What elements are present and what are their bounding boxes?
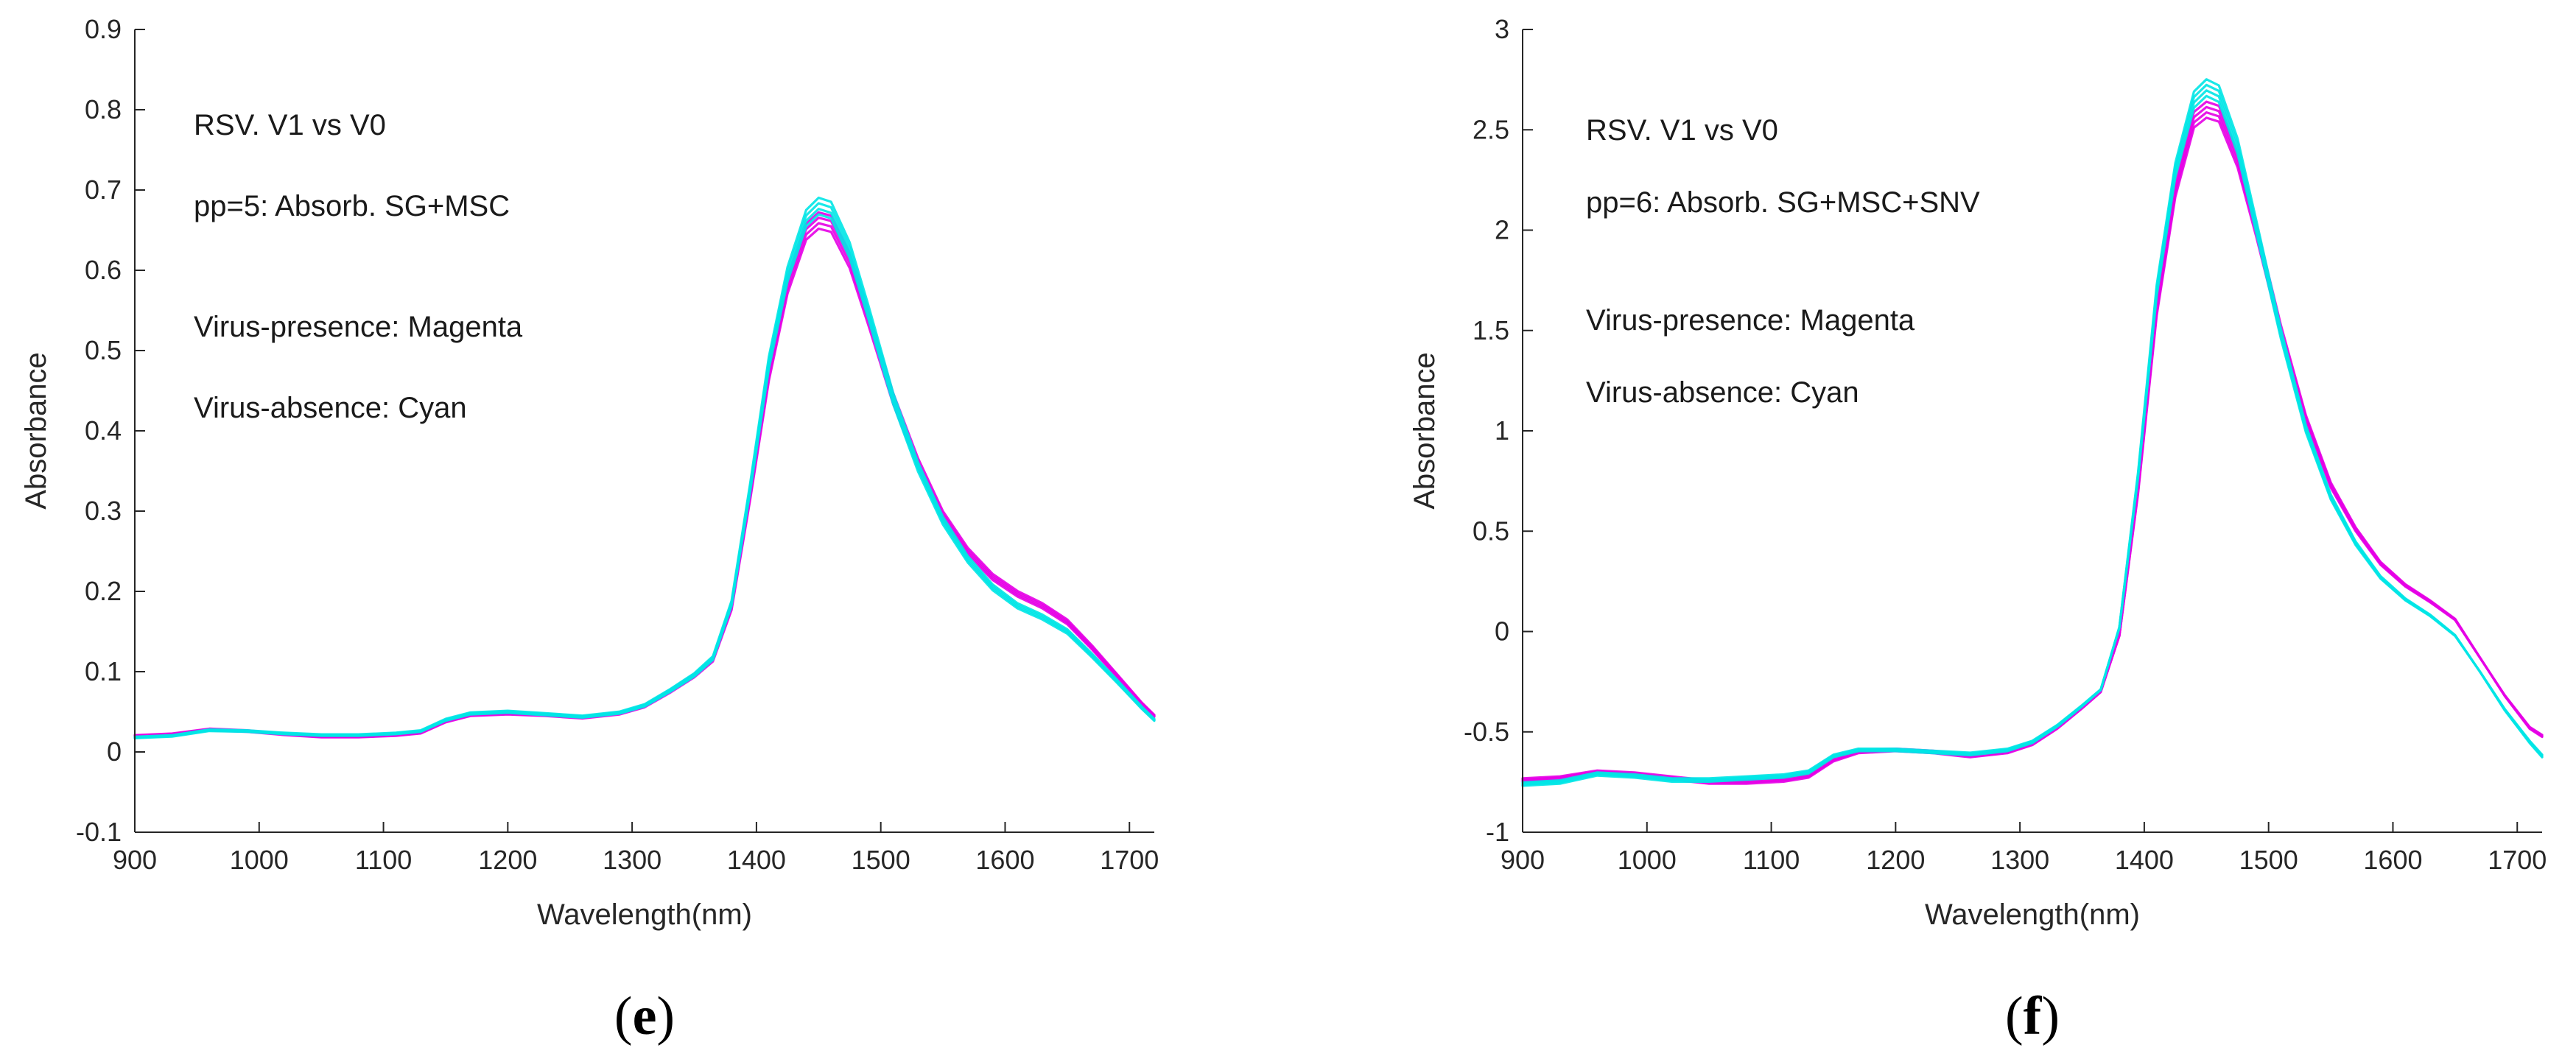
x-axis-label: Wavelength(nm) (537, 898, 752, 931)
panel-label-open: ( (614, 986, 633, 1047)
x-tick-label: 900 (1501, 845, 1545, 875)
axes-lines (1522, 29, 2542, 833)
x-tick-label: 900 (113, 845, 157, 875)
series-line-virus-absence (133, 196, 1156, 739)
series-line-virus-presence (133, 211, 1156, 737)
y-tick-label: 0.5 (85, 335, 122, 365)
x-tick-label: 1500 (2239, 845, 2298, 875)
x-tick-labels: 900 1000 1100 1200 1300 1400 1500 1600 1700 (1501, 845, 2547, 875)
y-tick-labels: -1 -0.5 0 0.5 1 1.5 2 2.5 3 (1464, 14, 1509, 847)
y-tick-labels: -0.1 0 0.1 0.2 0.3 0.4 0.5 0.6 0.7 0.8 0.9 (76, 14, 122, 847)
x-tick-label: 1000 (1618, 845, 1677, 875)
y-axis-label: Absorbance (20, 352, 52, 509)
panel-label-f: (f) (2005, 986, 2060, 1047)
y-tick-label: 2 (1495, 215, 1509, 245)
x-tick-label: 1200 (1866, 845, 1925, 875)
x-tick-labels: 900 1000 1100 1200 1300 1400 1500 1600 1700 (113, 845, 1159, 875)
y-tick-label: 2.5 (1473, 114, 1509, 144)
chart-panel-f: -1 -0.5 0 0.5 1 1.5 2 2.5 3 900 1000 1100 1200 1300 1… (1408, 14, 2547, 1047)
annotation-virus-absence: Virus-absence: Cyan (194, 392, 467, 424)
series-line-virus-presence (133, 222, 1156, 739)
x-tick-label: 1100 (355, 845, 412, 875)
x-tick-label: 1000 (230, 845, 289, 875)
x-tick-label: 1400 (2115, 845, 2174, 875)
series-line-virus-presence (133, 217, 1156, 738)
y-tick-label: 1.5 (1473, 315, 1509, 345)
y-tick-label: 0.1 (85, 656, 122, 686)
y-tick-label: 0.4 (85, 415, 122, 446)
x-tick-label: 1200 (478, 845, 537, 875)
series-group (133, 196, 1156, 739)
y-tick-label: 0.6 (85, 255, 122, 285)
series-line-virus-presence (133, 227, 1156, 739)
y-tick-label: 0.2 (85, 576, 122, 606)
x-tick-label: 1400 (727, 845, 786, 875)
panel-label-close: ) (2041, 986, 2060, 1047)
y-tick-label: 3 (1495, 14, 1509, 44)
series-line-virus-absence (133, 213, 1156, 739)
x-tick-label: 1700 (1100, 845, 1159, 875)
annotation-preprocessing: pp=6: Absorb. SG+MSC+SNV (1586, 186, 1980, 219)
x-tick-label: 1100 (1743, 845, 1800, 875)
annotation-virus-presence: Virus-presence: Magenta (194, 311, 523, 343)
panel-label-open: ( (2005, 986, 2024, 1047)
y-tick-label: 0.7 (85, 175, 122, 205)
y-tick-label: 0 (107, 736, 122, 767)
axis-ticks (1522, 29, 2519, 833)
y-tick-label: 0.8 (85, 94, 122, 124)
x-tick-label: 1600 (975, 845, 1034, 875)
x-axis-label: Wavelength(nm) (1925, 898, 2140, 931)
annotation-title: RSV. V1 vs V0 (1586, 114, 1778, 147)
x-tick-label: 1700 (2488, 845, 2547, 875)
axes-lines (134, 29, 1154, 833)
y-tick-label: -1 (1486, 817, 1509, 847)
y-tick-label: 0.5 (1473, 516, 1509, 546)
panel-label-close: ) (656, 986, 675, 1047)
x-tick-label: 1300 (1990, 845, 2049, 875)
panel-label-e: (e) (614, 986, 675, 1047)
y-tick-label: 0.9 (85, 14, 122, 44)
x-tick-label: 1300 (603, 845, 661, 875)
y-tick-label: 1 (1495, 415, 1509, 446)
y-tick-label: 0 (1495, 616, 1509, 647)
chart-panel-e: -0.1 0 0.1 0.2 0.3 0.4 0.5 0.6 0.7 0.8 0.9 900 1000… (20, 14, 1159, 1047)
y-tick-label: 0.3 (85, 496, 122, 526)
annotation-title: RSV. V1 vs V0 (194, 109, 386, 141)
series-line-virus-absence (133, 202, 1156, 739)
y-tick-label: -0.5 (1464, 717, 1509, 747)
series-line-virus-absence (1521, 78, 2544, 787)
x-tick-label: 1500 (852, 845, 910, 875)
series-group (1521, 78, 2544, 787)
annotation-preprocessing: pp=5: Absorb. SG+MSC (194, 190, 510, 222)
annotation-virus-absence: Virus-absence: Cyan (1586, 376, 1859, 409)
panel-label-letter: e (633, 986, 657, 1047)
x-tick-label: 1600 (2363, 845, 2422, 875)
annotation-virus-presence: Virus-presence: Magenta (1586, 304, 1915, 337)
panel-label-letter: f (2024, 986, 2043, 1047)
y-axis-label: Absorbance (1408, 352, 1441, 509)
series-line-virus-absence (133, 208, 1156, 739)
y-tick-label: -0.1 (76, 817, 122, 847)
